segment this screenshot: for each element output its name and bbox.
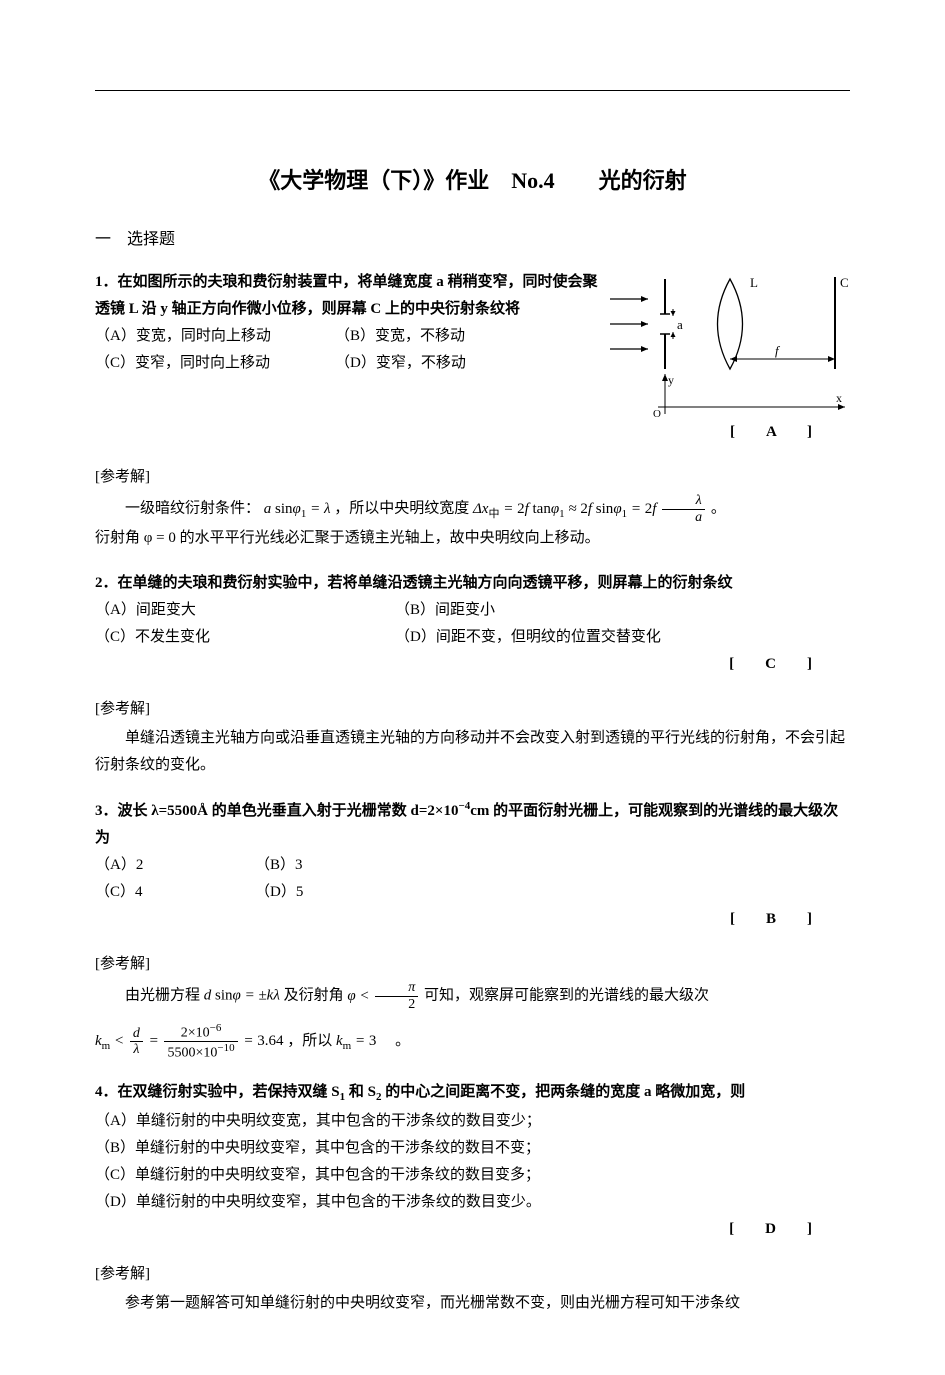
section-heading: 一 选择题 — [95, 226, 850, 255]
q3-text-a: 波长 λ=5500Å 的单色光垂直入射于光栅常数 d=2×10 — [118, 803, 459, 819]
svg-text:L: L — [750, 275, 758, 290]
q1-opt-b: （B）变宽，不移动 — [335, 323, 575, 350]
question-1: 1．在如图所示的夫琅和费衍射装置中，将单缝宽度 a 稍稍变窄，同时使会聚透镜 L… — [95, 269, 850, 446]
q1-diagram: a L C f y x O — [610, 269, 850, 419]
q4-opt-c: （C）单缝衍射的中央明纹变窄，其中包含的干涉条纹的数目变多； — [95, 1162, 850, 1189]
q1-sol-line2: 衍射角 φ = 0 的水平平行光线必汇聚于透镜主光轴上，故中央明纹向上移动。 — [95, 525, 850, 552]
question-4: 4．在双缝衍射实验中，若保持双缝 S1 和 S2 的中心之间距离不变，把两条缝的… — [95, 1079, 850, 1243]
q3-opt-b: （B）3 — [255, 852, 415, 879]
q1-opt-c: （C）变窄，同时向上移动 — [95, 350, 335, 377]
q2-text: 在单缝的夫琅和费衍射实验中，若将单缝沿透镜主光轴方向向透镜平移，则屏幕上的衍射条… — [118, 575, 733, 591]
q1-answer: [ A ] — [95, 419, 850, 446]
q4-opt-b: （B）单缝衍射的中央明纹变窄，其中包含的干涉条纹的数目不变； — [95, 1135, 850, 1162]
q4-sol-text: 参考第一题解答可知单缝衍射的中央明纹变窄，而光栅常数不变，则由光栅方程可知干涉条… — [95, 1290, 850, 1317]
page-title: 《大学物理（下）》作业 No.4 光的衍射 — [95, 161, 850, 201]
q3-num: 3． — [95, 803, 118, 819]
q3-solution: [参考解] 由光栅方程 d sinφ = ±kλ 及衍射角 φ < π2 可知，… — [95, 951, 850, 1061]
q4-opt-a: （A）单缝衍射的中央明纹变宽，其中包含的干涉条纹的数目变少； — [95, 1108, 850, 1135]
q4-text-b: 和 S — [345, 1084, 376, 1100]
q4-num: 4． — [95, 1084, 118, 1100]
q1-text: 在如图所示的夫琅和费衍射装置中，将单缝宽度 a 稍稍变窄，同时使会聚透镜 L 沿… — [95, 274, 598, 317]
q4-text-c: 的中心之间距离不变，把两条缝的宽度 a 略微加宽，则 — [381, 1084, 745, 1100]
q3-sol-line1: 由光栅方程 d sinφ = ±kλ 及衍射角 φ < π2 可知，观察屏可能察… — [95, 980, 850, 1012]
q4-text-a: 在双缝衍射实验中，若保持双缝 S — [118, 1084, 340, 1100]
q2-sol-text: 单缝沿透镜主光轴方向或沿垂直透镜主光轴的方向移动并不会改变入射到透镜的平行光线的… — [95, 725, 850, 779]
question-3: 3．波长 λ=5500Å 的单色光垂直入射于光栅常数 d=2×10−4cm 的平… — [95, 797, 850, 933]
svg-text:O: O — [653, 408, 661, 419]
q2-answer: [ C ] — [95, 651, 850, 678]
q1-sol-label: [参考解] — [95, 464, 850, 491]
q3-sup: −4 — [458, 800, 470, 812]
q3-opt-d: （D）5 — [255, 879, 415, 906]
q2-solution: [参考解] 单缝沿透镜主光轴方向或沿垂直透镜主光轴的方向移动并不会改变入射到透镜… — [95, 696, 850, 779]
q2-opt-a: （A）间距变大 — [95, 597, 395, 624]
q1-num: 1． — [95, 274, 118, 290]
q4-opt-d: （D）单缝衍射的中央明纹变窄，其中包含的干涉条纹的数目变少。 — [95, 1189, 850, 1216]
svg-text:f: f — [775, 343, 781, 358]
svg-text:y: y — [668, 373, 674, 387]
q1-opt-d: （D）变窄，不移动 — [335, 350, 575, 377]
svg-text:x: x — [836, 391, 842, 405]
q2-sol-label: [参考解] — [95, 696, 850, 723]
q1-solution: [参考解] 一级暗纹衍射条件： a sinφ1 = λ ，所以中央明纹宽度 Δx… — [95, 464, 850, 552]
q4-solution: [参考解] 参考第一题解答可知单缝衍射的中央明纹变窄，而光栅常数不变，则由光栅方… — [95, 1261, 850, 1317]
q1-sol-line1: 一级暗纹衍射条件： a sinφ1 = λ ，所以中央明纹宽度 Δx中 = 2f… — [95, 493, 850, 525]
q2-opt-c: （C）不发生变化 — [95, 624, 395, 651]
q3-sol-label: [参考解] — [95, 951, 850, 978]
svg-text:a: a — [677, 317, 683, 332]
q3-opt-a: （A）2 — [95, 852, 255, 879]
q4-sol-label: [参考解] — [95, 1261, 850, 1288]
header-rule — [95, 90, 850, 91]
q2-opt-d: （D）间距不变，但明纹的位置交替变化 — [395, 624, 661, 651]
question-2: 2．在单缝的夫琅和费衍射实验中，若将单缝沿透镜主光轴方向向透镜平移，则屏幕上的衍… — [95, 570, 850, 678]
q3-answer: [ B ] — [95, 906, 850, 933]
q1-opt-a: （A）变宽，同时向上移动 — [95, 323, 335, 350]
svg-text:C: C — [840, 275, 849, 290]
q3-opt-c: （C）4 — [95, 879, 255, 906]
q2-opt-b: （B）间距变小 — [395, 597, 495, 624]
q4-answer: [ D ] — [95, 1216, 850, 1243]
q2-num: 2． — [95, 575, 118, 591]
q3-sol-line2: km < dλ = 2×10−6 5500×10−10 = 3.64 ，所以 k… — [95, 1022, 850, 1061]
